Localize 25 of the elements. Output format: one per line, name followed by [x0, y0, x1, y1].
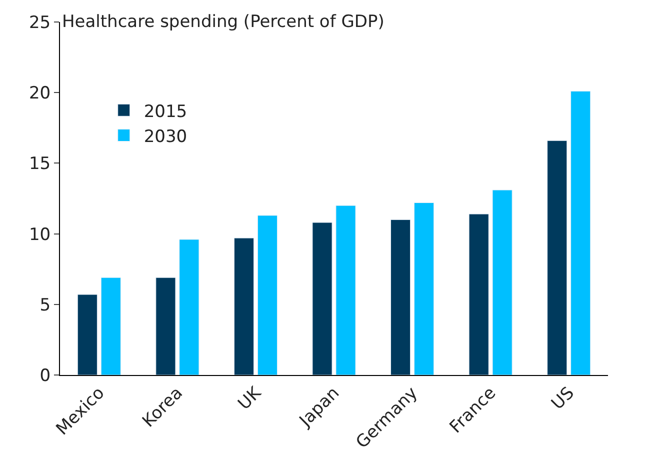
bar	[156, 277, 176, 375]
bar	[414, 202, 434, 375]
legend-label: 2015	[144, 102, 188, 122]
bar	[570, 90, 591, 375]
x-tick-label: UK	[234, 382, 266, 414]
y-tick-label: 10	[28, 224, 51, 245]
y-tick-label: 15	[28, 154, 51, 174]
bar	[468, 214, 489, 375]
bar	[336, 205, 356, 375]
bar	[179, 239, 200, 375]
bar	[390, 219, 411, 375]
y-tick-label: 25	[28, 12, 51, 33]
bar	[547, 140, 568, 375]
y-tick-label: 20	[28, 84, 51, 104]
y-tick-label: 5	[40, 295, 51, 316]
bar	[492, 190, 512, 375]
chart-title: Healthcare spending (Percent of GDP)	[62, 12, 384, 32]
bar	[77, 294, 98, 375]
x-tick-label: US	[548, 383, 578, 414]
bar	[257, 215, 278, 375]
bar	[312, 222, 332, 375]
bar	[100, 277, 121, 375]
bar	[234, 238, 254, 375]
legend-label: 2030	[144, 126, 188, 147]
y-tick-label: 0	[40, 366, 51, 386]
